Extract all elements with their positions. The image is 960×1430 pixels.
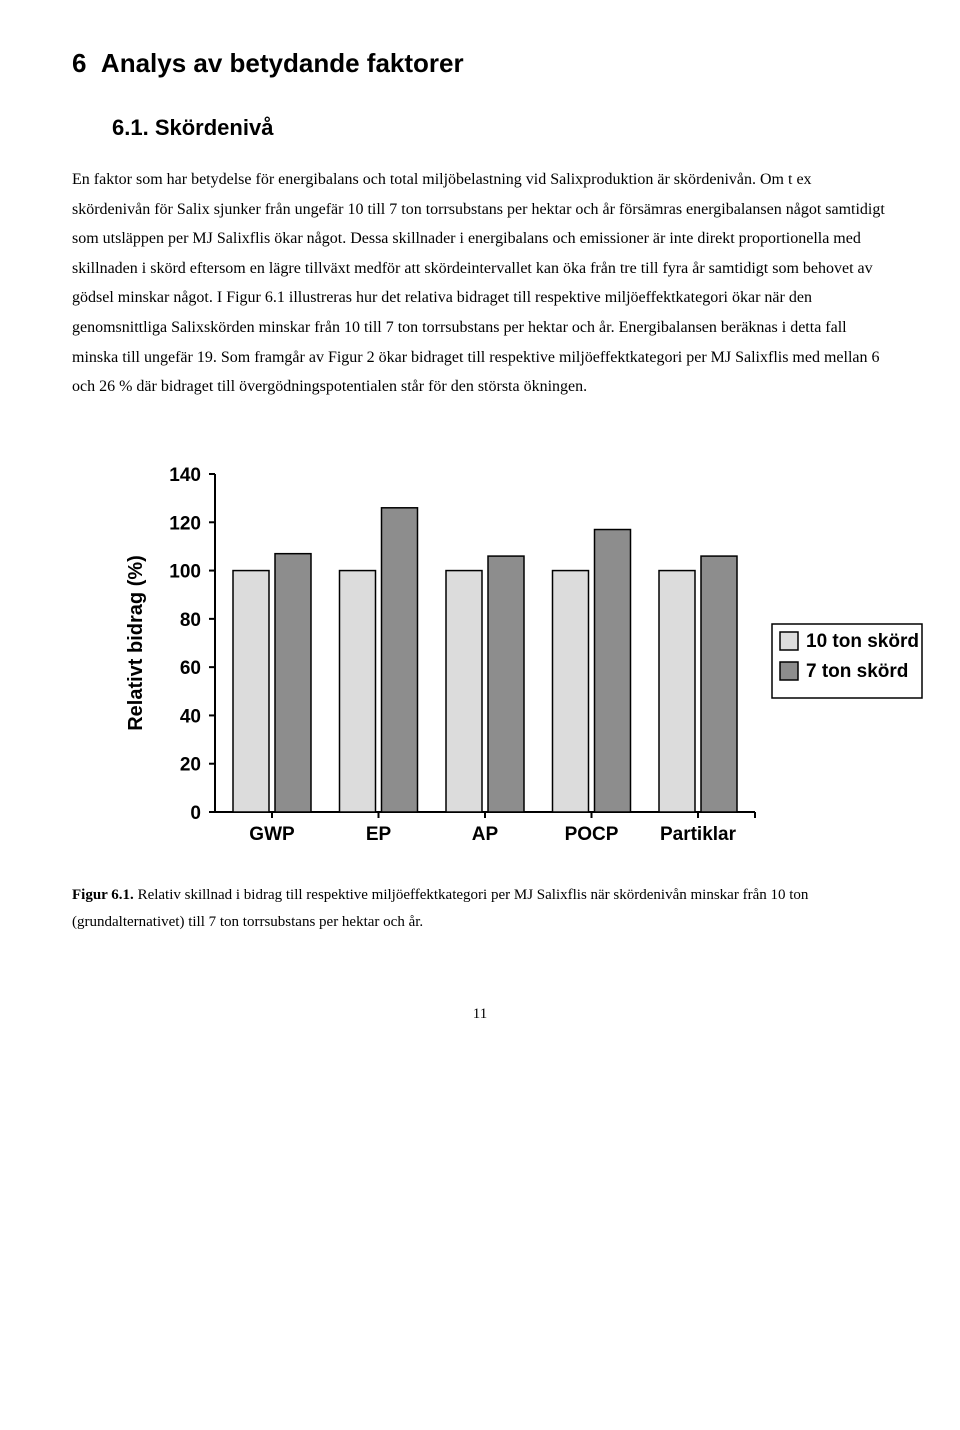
svg-text:EP: EP <box>366 824 392 845</box>
caption-prefix: Figur 6.1. <box>72 887 134 903</box>
chapter-text: Analys av betydande faktorer <box>101 48 464 78</box>
svg-text:Partiklar: Partiklar <box>660 824 737 845</box>
svg-text:120: 120 <box>169 513 201 534</box>
chart-svg: 0 20 40 60 80 100 120 140 Relativt bidrag (%) GWP… <box>120 462 940 862</box>
chapter-number: 6 <box>72 48 86 78</box>
svg-text:40: 40 <box>180 706 201 727</box>
svg-text:140: 140 <box>169 465 201 486</box>
svg-text:20: 20 <box>180 754 201 775</box>
caption-text: Relativ skillnad i bidrag till respektiv… <box>72 887 808 930</box>
svg-text:10 ton skörd: 10 ton skörd <box>806 631 919 652</box>
page-number: 11 <box>72 1006 888 1023</box>
svg-text:60: 60 <box>180 658 201 679</box>
svg-text:Relativt bidrag (%): Relativt bidrag (%) <box>125 555 147 731</box>
chapter-title: 6 Analys av betydande faktorer <box>72 48 888 79</box>
svg-text:0: 0 <box>190 803 201 824</box>
svg-text:POCP: POCP <box>565 824 619 845</box>
svg-text:80: 80 <box>180 610 201 631</box>
svg-text:GWP: GWP <box>249 824 295 845</box>
bar-chart: 0 20 40 60 80 100 120 140 Relativt bidrag (%) GWP… <box>120 462 940 862</box>
svg-text:100: 100 <box>169 561 201 582</box>
figure-caption: Figur 6.1. Relativ skillnad i bidrag til… <box>72 882 888 936</box>
section-text: Skördenivå <box>155 115 274 140</box>
svg-text:7 ton skörd: 7 ton skörd <box>806 661 908 682</box>
body-paragraph: En faktor som har betydelse för energiba… <box>72 165 888 402</box>
section-number: 6.1. <box>112 115 149 140</box>
section-title: 6.1. Skördenivå <box>112 115 888 141</box>
svg-text:AP: AP <box>472 824 499 845</box>
